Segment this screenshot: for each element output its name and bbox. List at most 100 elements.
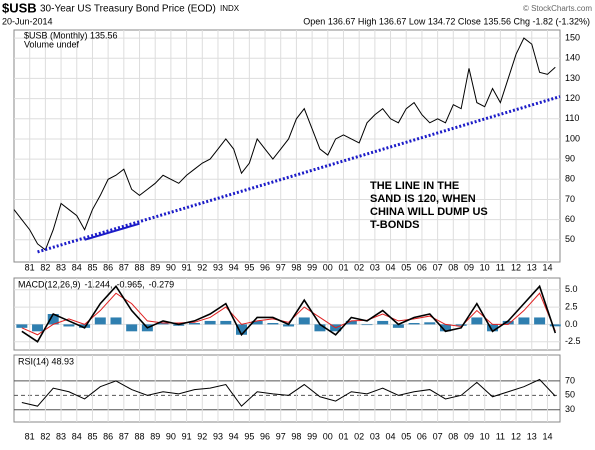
x-tick-label: 11 bbox=[496, 262, 505, 272]
x-tick-label: 95 bbox=[244, 262, 254, 272]
legend-entry: MACD(12,26,9) bbox=[18, 279, 81, 289]
x-tick-label: 96 bbox=[260, 431, 270, 441]
y-tick-label: 80 bbox=[565, 174, 575, 184]
x-tick-label: 96 bbox=[260, 262, 270, 272]
x-tick-label: 90 bbox=[166, 431, 176, 441]
histogram-bar bbox=[455, 324, 467, 326]
x-tick-label: 92 bbox=[197, 431, 207, 441]
histogram-bar bbox=[439, 324, 451, 332]
x-tick-label: 12 bbox=[511, 431, 521, 441]
x-tick-label: 97 bbox=[276, 262, 286, 272]
x-tick-label: 13 bbox=[527, 262, 537, 272]
histogram-bar bbox=[549, 324, 561, 327]
panel-frame bbox=[13, 29, 561, 263]
histogram-bar bbox=[204, 320, 216, 325]
y-tick-label: 130 bbox=[565, 73, 580, 83]
histogram-bar bbox=[110, 317, 122, 325]
histogram-bar bbox=[267, 323, 279, 325]
x-tick-label: 04 bbox=[386, 262, 396, 272]
histogram-bar bbox=[502, 320, 514, 325]
x-tick-label: 05 bbox=[401, 431, 411, 441]
x-tick-label: 12 bbox=[511, 262, 521, 272]
x-tick-label: 10 bbox=[480, 262, 490, 272]
x-tick-label: 08 bbox=[448, 431, 458, 441]
y-tick-label: 70 bbox=[565, 194, 575, 204]
x-tick-label: 09 bbox=[464, 262, 474, 272]
macd-line bbox=[21, 284, 557, 343]
x-tick-label: 00 bbox=[323, 431, 333, 441]
annotation: CHINA WILL DUMP US bbox=[370, 206, 488, 218]
y-tick-label: 150 bbox=[565, 32, 580, 42]
x-tick-label: 92 bbox=[197, 262, 207, 272]
histogram-bar bbox=[361, 324, 373, 326]
annotation: SAND IS 120, WHEN bbox=[370, 193, 476, 205]
x-tick-label: 89 bbox=[150, 262, 160, 272]
legend-entry: Volume undef bbox=[24, 39, 80, 49]
x-tick-label: 91 bbox=[182, 262, 192, 272]
x-tick-label: 97 bbox=[276, 431, 286, 441]
x-tick-label: 81 bbox=[25, 262, 35, 272]
histogram-bar bbox=[16, 324, 28, 328]
histogram-bar bbox=[47, 314, 59, 325]
histogram-bar bbox=[471, 317, 483, 325]
histogram-bar bbox=[188, 323, 200, 325]
date: 20-Jun-2014 bbox=[2, 16, 53, 26]
legend-entry: $USB (Monthly) 135.56 bbox=[24, 30, 118, 40]
credit: © StockCharts.com bbox=[523, 4, 592, 13]
x-tick-label: 09 bbox=[464, 431, 474, 441]
x-tick-label: 93 bbox=[213, 262, 223, 272]
histogram-bar bbox=[408, 323, 420, 325]
x-tick-label: 04 bbox=[386, 431, 396, 441]
x-tick-label: 86 bbox=[103, 262, 113, 272]
x-tick-label: 06 bbox=[417, 262, 427, 272]
chart-title: 30-Year US Treasury Bond Price (EOD) bbox=[40, 4, 216, 15]
x-tick-label: 99 bbox=[307, 262, 317, 272]
histogram-bar bbox=[220, 320, 232, 325]
x-tick-label: 98 bbox=[291, 262, 301, 272]
x-tick-label: 11 bbox=[496, 431, 505, 441]
y-tick-label: 110 bbox=[565, 113, 579, 123]
x-tick-label: 94 bbox=[229, 431, 239, 441]
x-tick-label: 87 bbox=[119, 431, 129, 441]
x-tick-label: 82 bbox=[40, 431, 50, 441]
legend-entry: -0.279 bbox=[149, 279, 175, 289]
histogram-bar bbox=[424, 322, 436, 325]
x-tick-label: 01 bbox=[338, 431, 348, 441]
histogram-bar bbox=[283, 324, 295, 327]
x-tick-label: 14 bbox=[542, 262, 552, 272]
histogram-bar bbox=[79, 324, 91, 328]
x-tick-label: 10 bbox=[480, 431, 490, 441]
histogram-bar bbox=[392, 324, 404, 328]
y-tick-label: 90 bbox=[565, 153, 575, 163]
y-tick-label: 2.5 bbox=[565, 301, 578, 311]
y-tick-label: 0.0 bbox=[565, 319, 578, 329]
x-tick-label: 13 bbox=[527, 431, 537, 441]
x-tick-label: 87 bbox=[119, 262, 129, 272]
y-tick-label: 50 bbox=[565, 234, 575, 244]
legend-entry: -1.244, bbox=[85, 279, 113, 289]
quote: Open 136.67 High 136.67 Low 134.72 Close… bbox=[303, 16, 590, 26]
x-tick-label: 02 bbox=[354, 262, 364, 272]
x-tick-label: 81 bbox=[25, 431, 35, 441]
x-tick-label: 99 bbox=[307, 431, 317, 441]
histogram-bar bbox=[32, 324, 44, 332]
x-tick-label: 88 bbox=[135, 431, 145, 441]
y-tick-label: 120 bbox=[565, 93, 580, 103]
x-tick-label: 02 bbox=[354, 431, 364, 441]
x-tick-label: 90 bbox=[166, 262, 176, 272]
x-tick-label: 85 bbox=[87, 431, 97, 441]
annotation: THE LINE IN THE bbox=[370, 180, 459, 192]
legend-entry: -0.965, bbox=[117, 279, 145, 289]
y-tick-label: 30 bbox=[565, 404, 575, 414]
annotation: T-BONDS bbox=[370, 219, 420, 231]
histogram-bar bbox=[236, 324, 247, 335]
x-tick-label: 84 bbox=[72, 262, 82, 272]
x-tick-label: 05 bbox=[401, 262, 411, 272]
x-tick-label: 83 bbox=[56, 262, 66, 272]
x-tick-label: 06 bbox=[417, 431, 427, 441]
histogram-bar bbox=[126, 324, 138, 332]
x-tick-label: 03 bbox=[370, 262, 380, 272]
histogram-bar bbox=[314, 324, 326, 332]
histogram-bar bbox=[345, 320, 357, 325]
